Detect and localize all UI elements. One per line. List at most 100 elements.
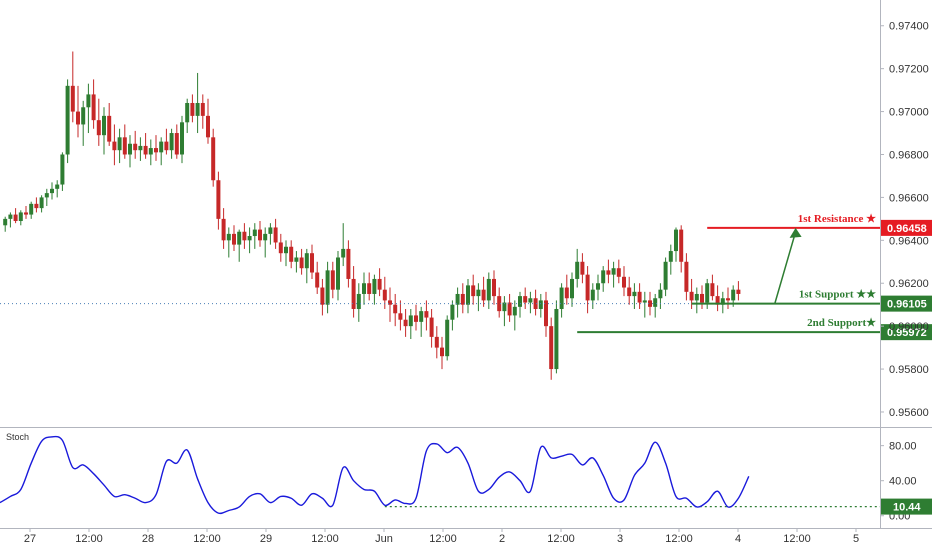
candle-body	[310, 253, 314, 273]
candle-body	[304, 253, 309, 269]
candle-body	[564, 287, 569, 299]
candle-body	[8, 214, 13, 219]
candle-body	[637, 291, 642, 303]
candle-body	[247, 236, 252, 241]
candle-body	[242, 231, 247, 241]
candle-body	[86, 94, 91, 108]
candle-body	[580, 261, 585, 275]
time-tick-label: 12:00	[311, 533, 339, 545]
candle-body	[117, 137, 122, 151]
candle-body	[445, 319, 450, 357]
candle-body	[731, 289, 736, 301]
candle-body	[263, 233, 268, 241]
candle-body	[533, 298, 538, 309]
candle-body	[200, 102, 205, 116]
candle-body	[715, 296, 720, 305]
candle-body	[684, 261, 689, 292]
price-levels: 1st Resistance ★ 0.96458 1st Support ★★ 0.9…	[0, 213, 932, 341]
candle-body	[492, 278, 496, 297]
candle-body	[372, 278, 377, 294]
price-axes: 0.95600 0.95800 0.96000 0.96200 0.96400 0.966…	[24, 21, 929, 545]
projection-arrow-head	[789, 227, 802, 238]
candle-body	[736, 289, 741, 294]
candle-body	[575, 261, 580, 279]
candle-body	[24, 212, 28, 215]
level-label: 1st Support ★★	[799, 289, 876, 301]
candle-body	[346, 248, 351, 279]
candle-body	[388, 300, 392, 305]
candle-body	[668, 251, 673, 262]
level-price-tag-label: 0.96458	[887, 223, 927, 235]
candle-body	[299, 257, 304, 269]
candle-body	[252, 229, 257, 237]
candle-body	[44, 193, 49, 198]
candle-body	[393, 304, 398, 314]
candle-body	[658, 289, 663, 299]
candle-body	[434, 336, 439, 348]
candle-body	[258, 229, 262, 241]
time-tick-label: 12:00	[665, 533, 693, 545]
candle-body	[528, 298, 533, 303]
candle-body	[330, 270, 335, 290]
candle-body	[497, 296, 502, 312]
candle-body	[50, 188, 54, 194]
candle-body	[154, 148, 158, 153]
candle-body	[278, 242, 283, 254]
candle-body	[507, 302, 512, 316]
candle-body	[174, 133, 179, 155]
candle-body	[29, 203, 34, 215]
candle-body	[268, 227, 273, 234]
candle-body	[221, 218, 226, 241]
candle-body	[694, 293, 699, 301]
stoch-value-tag-label: 10.44	[893, 502, 921, 514]
candle-body	[65, 85, 70, 155]
candle-body	[148, 148, 153, 155]
candle-body	[195, 102, 200, 116]
candle-body	[674, 229, 678, 252]
candle-body	[549, 326, 554, 370]
candle-body	[180, 122, 184, 155]
stoch-value-tag	[881, 498, 932, 515]
candle-body	[512, 306, 517, 316]
candle-body	[653, 298, 658, 307]
level-price-tag-label: 0.95972	[887, 327, 927, 339]
candle-body	[216, 180, 221, 219]
candle-body	[471, 285, 476, 297]
candle-body	[18, 212, 23, 222]
candle-body	[632, 291, 637, 297]
candle-body	[544, 300, 548, 327]
candle-body	[102, 115, 106, 136]
candle-body	[455, 293, 460, 305]
candle-body	[237, 231, 242, 245]
price-tick-label: 0.97200	[889, 64, 929, 76]
candle-body	[627, 287, 632, 297]
candle-body	[185, 102, 190, 123]
candle-body	[523, 296, 528, 303]
candle-body	[70, 85, 75, 112]
candle-body	[377, 278, 382, 290]
candle-body	[76, 111, 80, 125]
level-label: 1st Resistance ★	[798, 213, 876, 225]
candle-body	[720, 298, 725, 305]
candle-body	[518, 296, 522, 307]
candle-body	[648, 300, 652, 307]
candle-body	[367, 283, 372, 294]
candle-body	[585, 274, 590, 301]
candle-body	[414, 315, 418, 322]
candle-body	[13, 214, 18, 222]
candle-body	[112, 141, 117, 151]
price-tick-label: 0.96000	[889, 321, 929, 333]
candle-body	[356, 293, 361, 309]
projection-arrow-line	[774, 231, 797, 304]
price-tick-label: 0.96400	[889, 235, 929, 247]
candle-body	[419, 311, 424, 322]
candle-body	[689, 291, 694, 301]
candle-body	[705, 283, 710, 303]
candle-body	[226, 233, 231, 241]
candle-body	[39, 197, 44, 209]
candle-body	[622, 276, 626, 288]
candle-body	[206, 115, 210, 138]
candle-body	[133, 143, 138, 151]
candle-body	[403, 319, 408, 327]
